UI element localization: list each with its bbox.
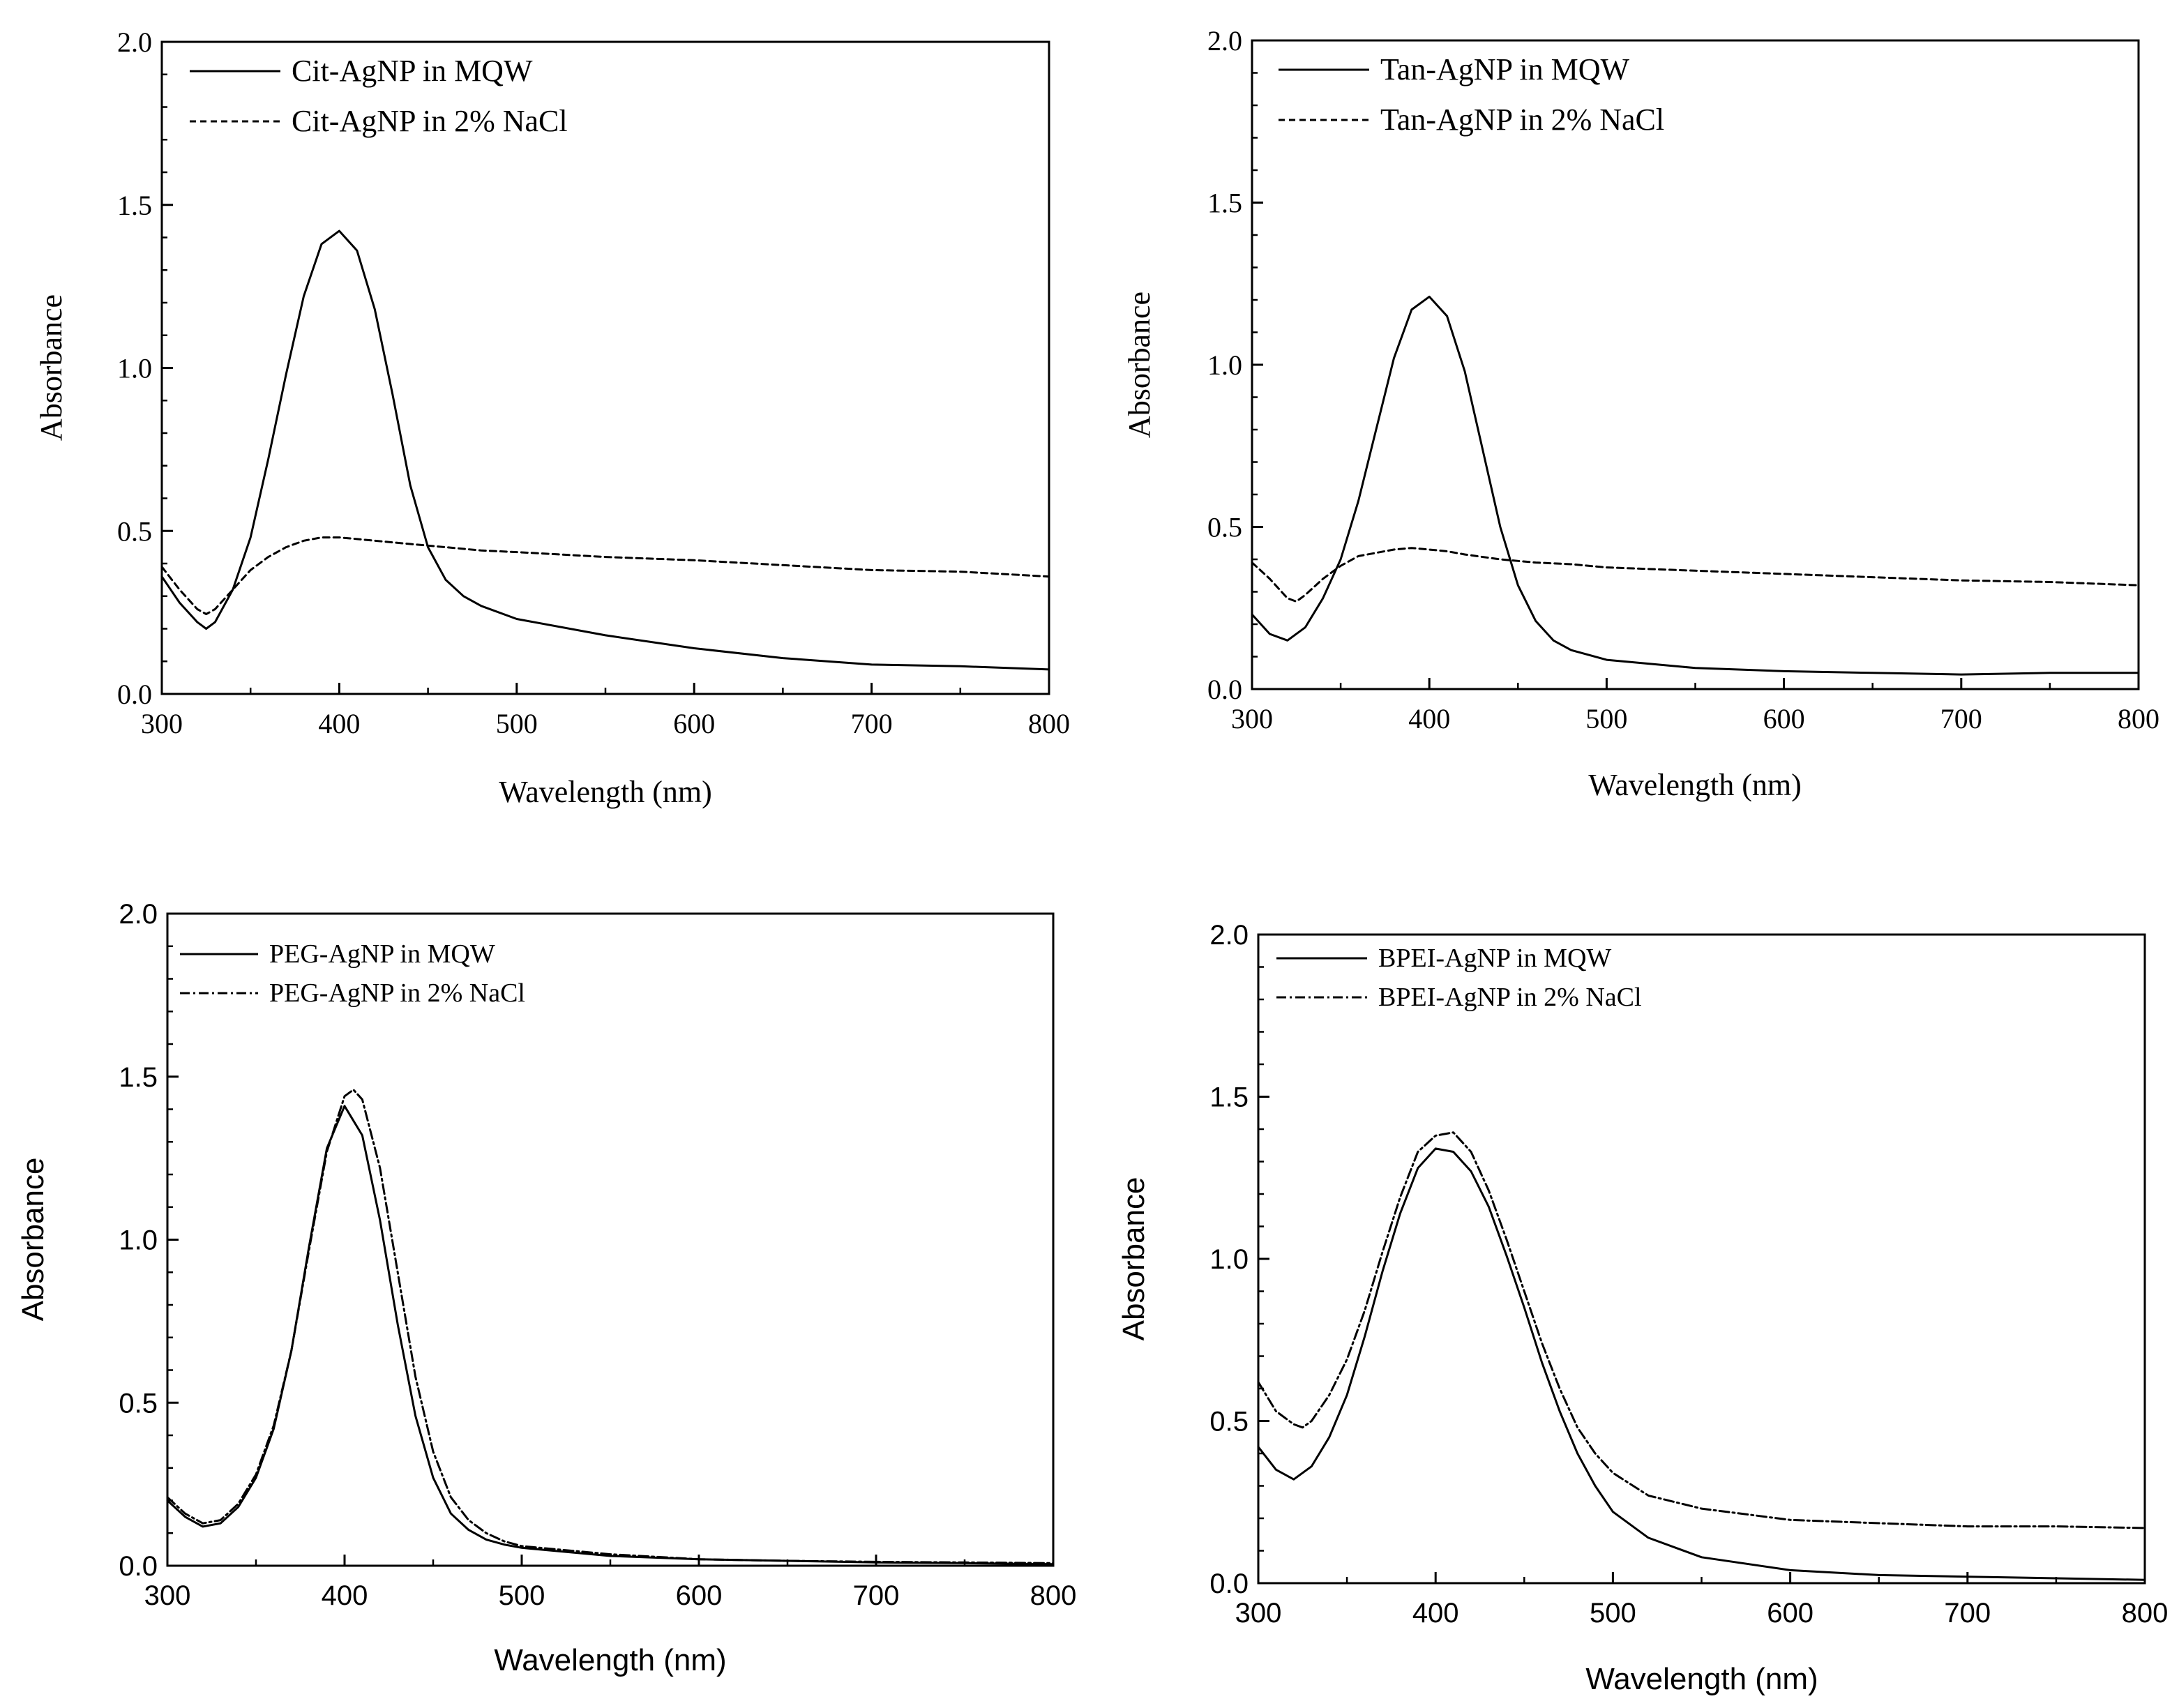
panel-peg: Wavelength (nm) Absorbance 300 400 500 600 7… — [16, 899, 1076, 1677]
x-tick-label: 300 — [1235, 1598, 1282, 1628]
legend-label-2: Tan-AgNP in 2% NaCl — [1380, 103, 1664, 137]
plot-frame — [1257, 933, 2146, 1585]
panel-tan: Wavelength (nm) Absorbance 300 400 500 600 7… — [1122, 25, 2159, 802]
plot-frame — [160, 40, 1050, 695]
x-tick-label: 600 — [1763, 703, 1805, 734]
series-line-1 — [166, 1105, 1055, 1566]
y-axis-label: Absorbance — [1117, 1177, 1151, 1341]
legend-label-1: PEG-AgNP in MQW — [269, 939, 495, 969]
y-tick-label: 0.5 — [1209, 1407, 1249, 1437]
x-tick-label: 700 — [853, 1580, 900, 1611]
y-tick-label: 2.0 — [119, 899, 158, 930]
plot-frame — [1251, 39, 2140, 690]
x-tick-label: 400 — [322, 1580, 368, 1611]
series-line-2 — [160, 536, 1050, 615]
x-tick-label: 300 — [144, 1580, 191, 1611]
x-tick-label: 700 — [851, 708, 893, 739]
x-tick-label: 800 — [2122, 1598, 2169, 1628]
x-axis-label: Wavelength (nm) — [499, 775, 712, 809]
series-line-1 — [1257, 1147, 2146, 1581]
series-line-2 — [166, 1089, 1055, 1564]
y-tick-label: 1.0 — [117, 353, 152, 384]
y-tick-label: 1.5 — [119, 1062, 158, 1093]
y-tick-label: 2.0 — [1207, 25, 1242, 56]
x-tick-label: 300 — [141, 708, 183, 739]
x-tick-label: 500 — [496, 708, 538, 739]
legend-label-2: PEG-AgNP in 2% NaCl — [269, 978, 525, 1008]
x-tick-label: 700 — [1940, 703, 1982, 734]
legend-label-1: BPEI-AgNP in MQW — [1378, 944, 1611, 973]
x-tick-label: 600 — [673, 708, 715, 739]
x-axis-label: Wavelength (nm) — [1585, 1662, 1818, 1696]
y-tick-label: 1.0 — [119, 1225, 158, 1256]
x-tick-label: 500 — [1590, 1598, 1636, 1628]
y-tick-label: 1.5 — [1207, 188, 1242, 219]
series-line-2 — [1257, 1131, 2146, 1529]
plot-frame — [166, 912, 1055, 1567]
x-tick-label: 800 — [1028, 708, 1070, 739]
x-tick-label: 800 — [2118, 703, 2159, 734]
y-tick-label: 1.5 — [1209, 1082, 1249, 1113]
series-line-2 — [1251, 547, 2140, 603]
legend-label-1: Tan-AgNP in MQW — [1380, 52, 1629, 86]
y-tick-label: 1.0 — [1207, 349, 1242, 381]
x-tick-label: 400 — [318, 708, 360, 739]
x-tick-label: 700 — [1944, 1598, 1991, 1628]
series-line-1 — [1251, 295, 2140, 676]
y-tick-label: 0.0 — [119, 1551, 158, 1582]
x-tick-label: 400 — [1412, 1598, 1459, 1628]
x-tick-label: 600 — [1767, 1598, 1814, 1628]
y-tick-label: 0.0 — [1207, 674, 1242, 705]
x-tick-label: 400 — [1408, 703, 1450, 734]
y-tick-label: 0.5 — [117, 515, 152, 547]
x-tick-label: 600 — [676, 1580, 723, 1611]
x-axis-label: Wavelength (nm) — [494, 1643, 726, 1677]
y-tick-label: 1.0 — [1209, 1244, 1249, 1275]
y-axis-label: Absorbance — [34, 294, 68, 441]
series-line-1 — [160, 229, 1050, 671]
y-tick-label: 0.5 — [119, 1388, 158, 1419]
x-tick-label: 800 — [1030, 1580, 1077, 1611]
legend-label-1: Cit-AgNP in MQW — [292, 54, 533, 88]
x-axis-label: Wavelength (nm) — [1588, 768, 1802, 802]
y-tick-label: 0.0 — [1209, 1569, 1249, 1599]
y-axis-label: Absorbance — [16, 1158, 50, 1322]
panel-bpei: Wavelength (nm) Absorbance 300 400 500 600 7… — [1117, 920, 2168, 1696]
y-tick-label: 0.0 — [117, 679, 152, 710]
x-tick-label: 300 — [1231, 703, 1273, 734]
x-tick-label: 500 — [1585, 703, 1627, 734]
y-tick-label: 2.0 — [117, 27, 152, 58]
legend-label-2: Cit-AgNP in 2% NaCl — [292, 104, 568, 138]
x-tick-label: 500 — [499, 1580, 545, 1611]
panel-cit: Wavelength (nm) Absorbance 300 400 500 600 7… — [34, 27, 1070, 809]
y-tick-label: 1.5 — [117, 190, 152, 221]
legend-label-2: BPEI-AgNP in 2% NaCl — [1378, 983, 1642, 1012]
y-axis-label: Absorbance — [1122, 292, 1156, 438]
y-tick-label: 0.5 — [1207, 512, 1242, 543]
y-tick-label: 2.0 — [1209, 920, 1249, 951]
